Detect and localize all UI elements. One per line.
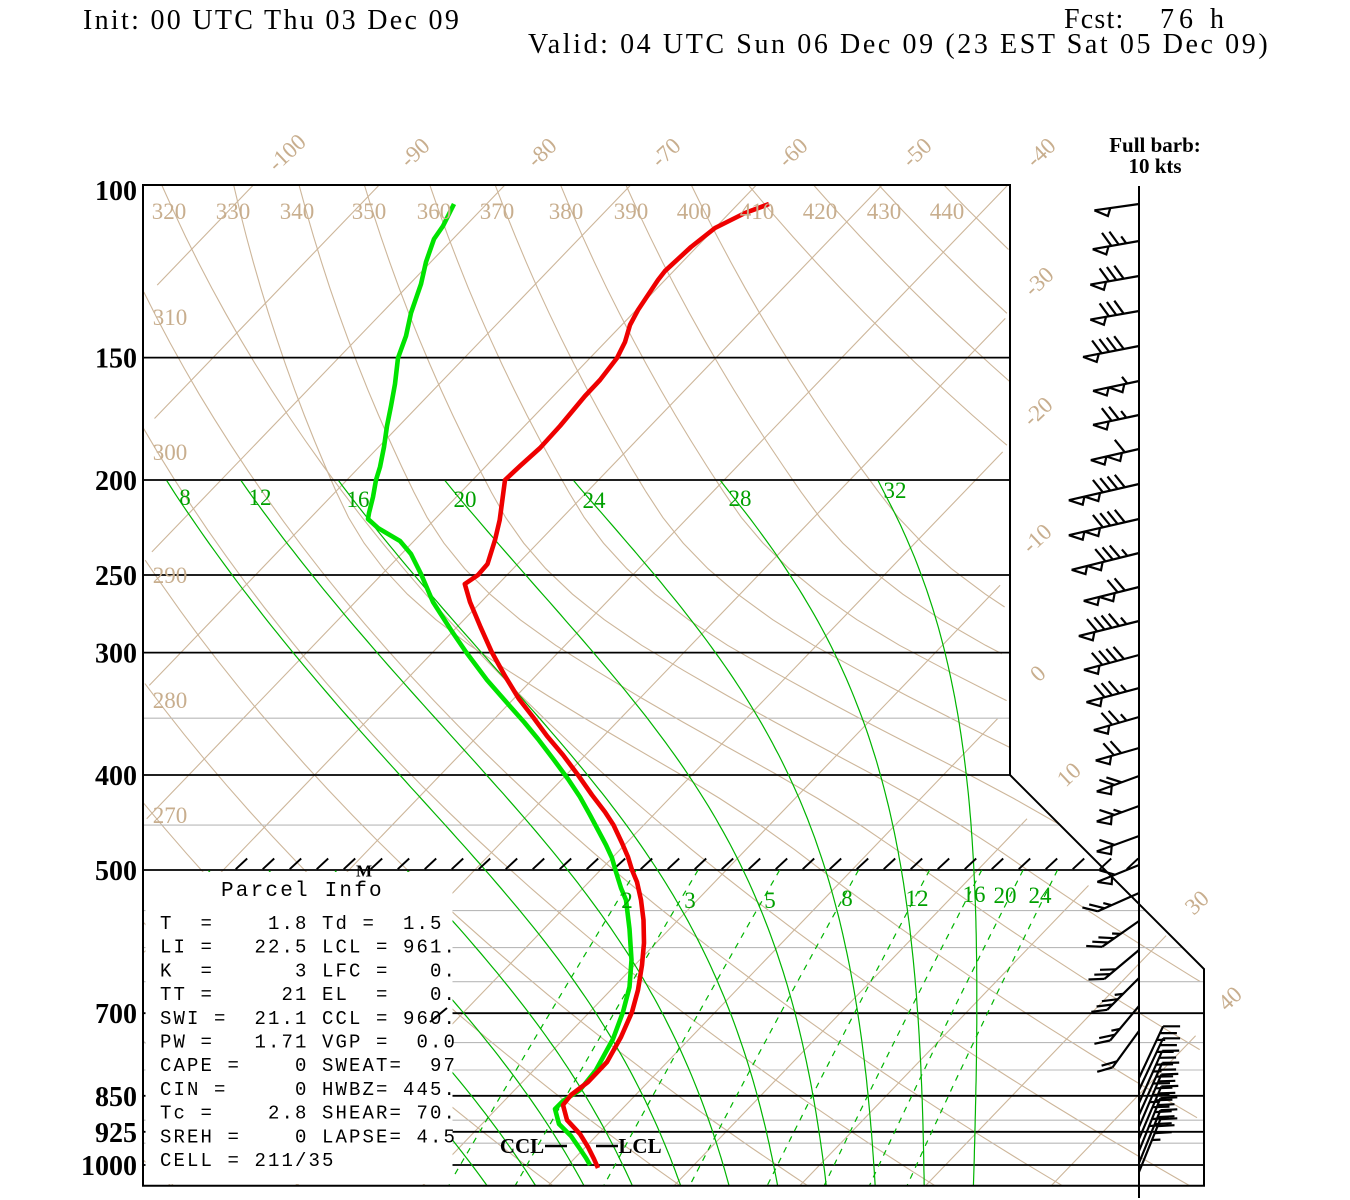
- svg-text:2: 2: [621, 888, 633, 913]
- svg-text:K = 3 LFC = 0.: K = 3 LFC = 0.: [160, 960, 457, 982]
- svg-text:8: 8: [179, 485, 191, 510]
- svg-text:700: 700: [95, 999, 137, 1030]
- svg-text:LCL: LCL: [618, 1134, 661, 1158]
- svg-text:400: 400: [677, 199, 712, 224]
- svg-text:320: 320: [152, 199, 187, 224]
- svg-text:SWI = 21.1 CCL = 960.: SWI = 21.1 CCL = 960.: [160, 1008, 457, 1030]
- svg-text:280: 280: [153, 688, 188, 713]
- svg-text:Parcel Info: Parcel Info: [221, 880, 384, 903]
- svg-text:100: 100: [95, 176, 137, 207]
- svg-text:-60: -60: [773, 133, 812, 172]
- svg-text:370: 370: [480, 199, 515, 224]
- svg-text:850: 850: [95, 1082, 137, 1113]
- svg-text:LI = 22.5 LCL = 961.: LI = 22.5 LCL = 961.: [160, 937, 457, 959]
- svg-text:380: 380: [549, 199, 584, 224]
- svg-text:16: 16: [963, 882, 986, 907]
- svg-text:20: 20: [994, 883, 1017, 908]
- svg-text:925: 925: [95, 1118, 137, 1149]
- svg-text:M: M: [356, 862, 372, 881]
- svg-text:440: 440: [930, 199, 965, 224]
- svg-text:350: 350: [352, 199, 387, 224]
- svg-text:TT = 21 EL = 0.: TT = 21 EL = 0.: [160, 984, 457, 1006]
- svg-text:24: 24: [583, 488, 607, 513]
- svg-text:40: 40: [1213, 982, 1247, 1016]
- svg-text:-80: -80: [522, 133, 561, 172]
- svg-text:-90: -90: [395, 133, 434, 172]
- svg-text:410: 410: [740, 199, 775, 224]
- svg-text:390: 390: [614, 199, 649, 224]
- svg-text:200: 200: [95, 466, 137, 497]
- svg-text:16: 16: [347, 487, 370, 512]
- svg-text:-10: -10: [1017, 519, 1056, 558]
- svg-text:0: 0: [1025, 660, 1050, 686]
- svg-text:300: 300: [95, 639, 137, 670]
- svg-text:150: 150: [95, 344, 137, 375]
- svg-text:CELL = 211/35: CELL = 211/35: [160, 1150, 336, 1172]
- svg-text:500: 500: [95, 856, 137, 887]
- svg-text:CAPE = 0 SWEAT= 97: CAPE = 0 SWEAT= 97: [160, 1055, 457, 1077]
- svg-text:30: 30: [1180, 886, 1214, 920]
- svg-text:10: 10: [1052, 758, 1086, 792]
- svg-text:PW = 1.71 VGP = 0.0: PW = 1.71 VGP = 0.0: [160, 1032, 457, 1054]
- svg-text:20: 20: [454, 487, 477, 512]
- svg-text:-20: -20: [1018, 392, 1057, 431]
- svg-text:24: 24: [1029, 883, 1053, 908]
- svg-text:290: 290: [153, 563, 188, 588]
- svg-text:-30: -30: [1019, 262, 1058, 301]
- svg-text:Full barb:: Full barb:: [1109, 133, 1201, 157]
- svg-text:12: 12: [249, 485, 272, 510]
- svg-text:SREH = 0 LAPSE= 4.5: SREH = 0 LAPSE= 4.5: [160, 1126, 457, 1148]
- svg-text:10 kts: 10 kts: [1128, 154, 1181, 178]
- svg-text:5: 5: [764, 888, 776, 913]
- svg-text:76 h: 76 h: [1160, 4, 1229, 35]
- svg-text:32: 32: [884, 478, 907, 503]
- svg-text:420: 420: [803, 199, 838, 224]
- svg-text:-100: -100: [263, 129, 311, 176]
- svg-text:Fcst:: Fcst:: [1064, 4, 1124, 35]
- svg-text:250: 250: [95, 561, 137, 592]
- svg-text:Tc = 2.8 SHEAR= 70.: Tc = 2.8 SHEAR= 70.: [160, 1103, 457, 1125]
- svg-text:400: 400: [95, 761, 137, 792]
- svg-text:300: 300: [153, 440, 188, 465]
- svg-text:Init: 00 UTC Thu 03 Dec 09: Init: 00 UTC Thu 03 Dec 09: [83, 5, 461, 36]
- svg-text:340: 340: [280, 199, 315, 224]
- svg-text:1000: 1000: [81, 1151, 137, 1182]
- svg-text:-70: -70: [646, 133, 685, 172]
- svg-text:360: 360: [417, 199, 452, 224]
- svg-text:270: 270: [153, 803, 188, 828]
- svg-text:Valid: 04 UTC Sun 06 Dec 09 (2: Valid: 04 UTC Sun 06 Dec 09 (23 EST Sat …: [528, 29, 1270, 60]
- svg-text:T = 1.8 Td = 1.5: T = 1.8 Td = 1.5: [160, 913, 444, 935]
- svg-text:CCL: CCL: [500, 1134, 544, 1158]
- svg-text:3: 3: [684, 888, 696, 913]
- svg-text:8: 8: [841, 886, 853, 911]
- svg-text:CIN = 0 HWBZ= 445.: CIN = 0 HWBZ= 445.: [160, 1079, 457, 1101]
- svg-text:330: 330: [216, 199, 251, 224]
- svg-text:430: 430: [867, 199, 902, 224]
- svg-text:-50: -50: [897, 133, 936, 172]
- svg-text:12: 12: [906, 886, 929, 911]
- svg-text:28: 28: [729, 486, 752, 511]
- svg-text:310: 310: [153, 305, 188, 330]
- svg-text:-40: -40: [1021, 133, 1060, 172]
